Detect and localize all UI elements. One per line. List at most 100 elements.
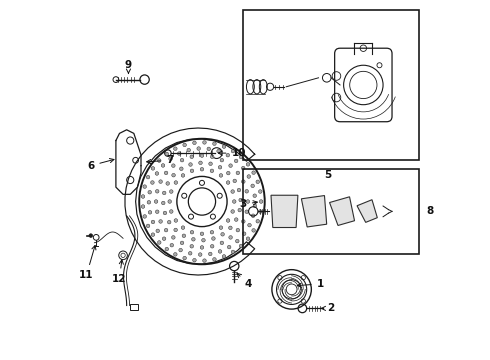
Circle shape (174, 219, 178, 222)
Circle shape (236, 171, 240, 175)
Circle shape (220, 241, 223, 245)
Circle shape (172, 174, 175, 177)
Circle shape (252, 171, 255, 175)
Circle shape (161, 164, 165, 167)
Circle shape (190, 244, 194, 248)
Circle shape (189, 163, 192, 166)
Circle shape (252, 229, 255, 232)
Circle shape (239, 155, 243, 159)
Circle shape (210, 155, 214, 158)
Circle shape (226, 181, 230, 184)
Circle shape (218, 249, 222, 253)
Circle shape (148, 211, 152, 214)
Bar (243, 10, 419, 160)
Bar (129, 305, 139, 310)
Bar (243, 169, 419, 253)
Circle shape (193, 141, 196, 145)
Circle shape (236, 239, 239, 243)
Circle shape (177, 152, 181, 156)
Circle shape (163, 211, 167, 215)
Circle shape (190, 169, 194, 172)
Circle shape (187, 148, 191, 152)
Circle shape (221, 233, 224, 236)
Circle shape (245, 210, 248, 213)
Circle shape (165, 152, 169, 156)
Circle shape (173, 147, 177, 150)
Circle shape (183, 143, 186, 147)
Circle shape (259, 200, 263, 203)
Circle shape (141, 195, 145, 198)
Circle shape (231, 250, 235, 254)
Polygon shape (330, 197, 355, 225)
Circle shape (200, 232, 204, 235)
Circle shape (156, 229, 160, 233)
Circle shape (159, 220, 162, 223)
Circle shape (146, 175, 150, 179)
Circle shape (251, 214, 255, 217)
Circle shape (180, 158, 184, 162)
Circle shape (227, 245, 231, 249)
Circle shape (226, 153, 230, 157)
Circle shape (246, 200, 250, 203)
Circle shape (246, 163, 250, 166)
Circle shape (238, 208, 242, 212)
Circle shape (143, 185, 147, 188)
Circle shape (243, 232, 246, 235)
Circle shape (179, 248, 182, 252)
Circle shape (210, 244, 214, 248)
Circle shape (157, 159, 161, 162)
Circle shape (155, 210, 159, 213)
Circle shape (213, 142, 216, 145)
Circle shape (155, 189, 159, 193)
Circle shape (181, 174, 185, 177)
Circle shape (217, 149, 221, 153)
Circle shape (148, 190, 151, 194)
Circle shape (247, 223, 251, 227)
Circle shape (210, 230, 214, 234)
Circle shape (236, 228, 240, 232)
Polygon shape (301, 195, 327, 227)
Circle shape (173, 253, 177, 256)
Circle shape (242, 166, 245, 170)
Circle shape (159, 180, 162, 183)
Circle shape (162, 191, 166, 195)
Circle shape (151, 233, 155, 237)
Circle shape (170, 243, 173, 247)
Circle shape (233, 179, 237, 183)
Circle shape (203, 259, 206, 262)
Circle shape (226, 219, 230, 222)
Circle shape (169, 157, 172, 161)
Circle shape (213, 257, 216, 261)
Circle shape (234, 159, 238, 163)
Circle shape (237, 188, 241, 192)
Circle shape (157, 241, 161, 244)
Polygon shape (271, 195, 298, 228)
Circle shape (183, 256, 186, 260)
Text: 5: 5 (324, 170, 331, 180)
Circle shape (198, 161, 202, 165)
Circle shape (198, 253, 202, 256)
Circle shape (174, 228, 177, 232)
Circle shape (165, 247, 169, 251)
Circle shape (229, 235, 232, 239)
Circle shape (251, 184, 254, 188)
Circle shape (259, 210, 262, 213)
Circle shape (190, 155, 194, 158)
Text: 2: 2 (321, 303, 335, 314)
Circle shape (256, 220, 260, 223)
Circle shape (229, 226, 232, 230)
Circle shape (210, 169, 214, 172)
Circle shape (239, 198, 243, 202)
Circle shape (180, 241, 184, 245)
Circle shape (155, 172, 159, 175)
Circle shape (218, 166, 222, 169)
Circle shape (166, 182, 170, 185)
Circle shape (203, 141, 206, 144)
Circle shape (222, 145, 226, 148)
Circle shape (174, 181, 178, 184)
Circle shape (89, 234, 93, 237)
Circle shape (179, 167, 183, 171)
Circle shape (232, 200, 236, 203)
Circle shape (181, 226, 185, 229)
Circle shape (202, 238, 205, 242)
